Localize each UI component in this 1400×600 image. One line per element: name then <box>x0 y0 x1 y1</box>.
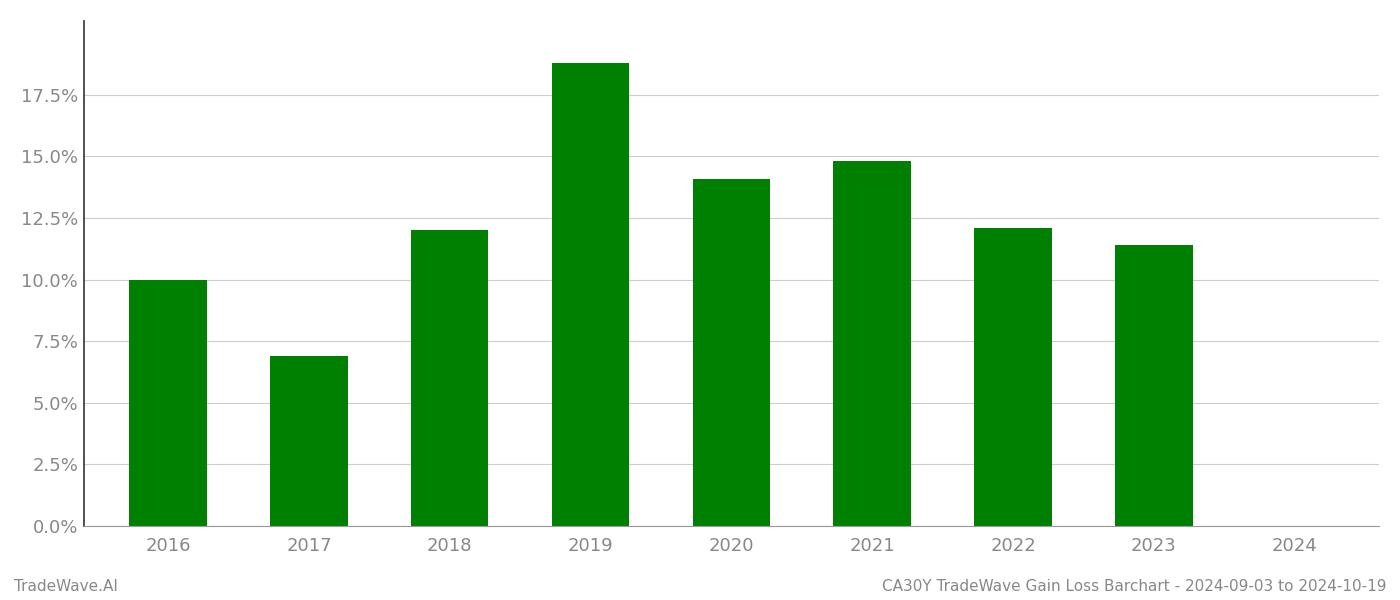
Bar <box>552 63 630 526</box>
Bar <box>270 356 347 526</box>
Bar <box>129 280 207 526</box>
Bar <box>412 230 489 526</box>
Text: CA30Y TradeWave Gain Loss Barchart - 2024-09-03 to 2024-10-19: CA30Y TradeWave Gain Loss Barchart - 202… <box>882 579 1386 594</box>
Bar <box>833 161 911 526</box>
Bar <box>693 179 770 526</box>
Text: TradeWave.AI: TradeWave.AI <box>14 579 118 594</box>
Bar <box>1116 245 1193 526</box>
Bar <box>974 228 1051 526</box>
